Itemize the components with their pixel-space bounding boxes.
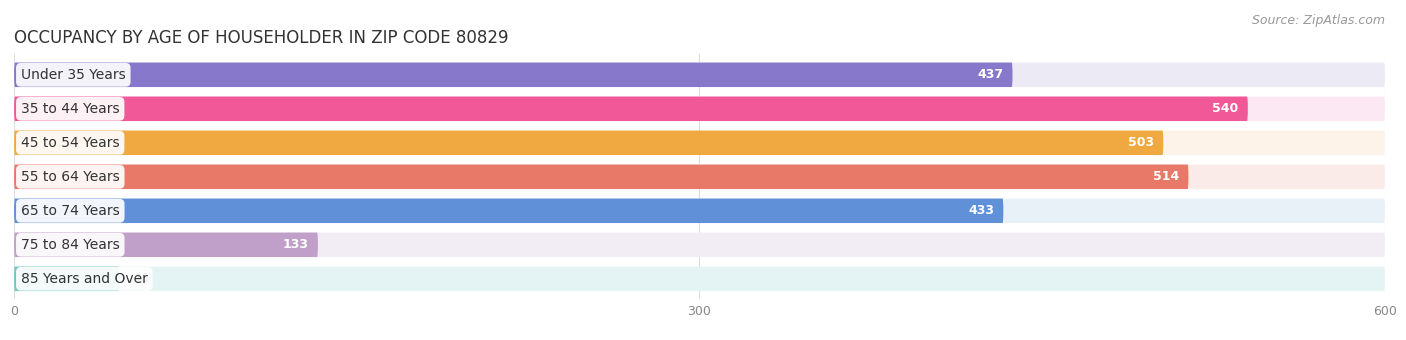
Text: 35 to 44 Years: 35 to 44 Years (21, 102, 120, 116)
FancyBboxPatch shape (14, 131, 1163, 155)
Text: 75 to 84 Years: 75 to 84 Years (21, 238, 120, 252)
FancyBboxPatch shape (14, 165, 1188, 189)
Text: 45 to 54 Years: 45 to 54 Years (21, 136, 120, 150)
FancyBboxPatch shape (14, 63, 1012, 87)
FancyBboxPatch shape (14, 97, 1249, 121)
Text: 503: 503 (1128, 136, 1154, 149)
Text: Source: ZipAtlas.com: Source: ZipAtlas.com (1251, 14, 1385, 27)
Text: Under 35 Years: Under 35 Years (21, 68, 125, 82)
Text: 55 to 64 Years: 55 to 64 Years (21, 170, 120, 184)
FancyBboxPatch shape (14, 63, 1385, 87)
FancyBboxPatch shape (14, 267, 120, 291)
Text: 85 Years and Over: 85 Years and Over (21, 272, 148, 286)
FancyBboxPatch shape (14, 131, 1385, 155)
Text: 514: 514 (1153, 170, 1180, 183)
FancyBboxPatch shape (14, 97, 1385, 121)
FancyBboxPatch shape (14, 267, 1385, 291)
Text: 65 to 74 Years: 65 to 74 Years (21, 204, 120, 218)
Text: 433: 433 (969, 204, 994, 217)
Text: 437: 437 (977, 68, 1004, 81)
FancyBboxPatch shape (14, 233, 1385, 257)
Text: OCCUPANCY BY AGE OF HOUSEHOLDER IN ZIP CODE 80829: OCCUPANCY BY AGE OF HOUSEHOLDER IN ZIP C… (14, 29, 509, 47)
Text: 133: 133 (283, 238, 309, 251)
Text: 46: 46 (134, 272, 150, 285)
FancyBboxPatch shape (14, 199, 1004, 223)
Text: 540: 540 (1212, 102, 1239, 115)
FancyBboxPatch shape (14, 165, 1385, 189)
FancyBboxPatch shape (14, 199, 1385, 223)
FancyBboxPatch shape (14, 233, 318, 257)
